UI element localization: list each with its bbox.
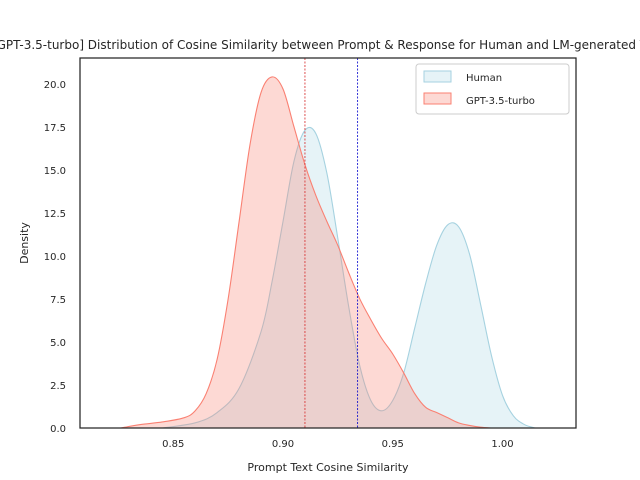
series-layer bbox=[120, 76, 536, 428]
chart-title: [GPT-3.5-turbo] Distribution of Cosine S… bbox=[0, 38, 640, 52]
legend-label-human: Human bbox=[466, 73, 502, 84]
y-tick-label: 10.0 bbox=[44, 252, 66, 263]
mean-lines bbox=[304, 58, 359, 428]
legend-box bbox=[415, 63, 570, 115]
y-tick-label: 20.0 bbox=[44, 80, 66, 91]
y-tick-label: 2.5 bbox=[50, 381, 66, 392]
legend: Human GPT-3.5-turbo bbox=[415, 63, 570, 115]
legend-label-gpt: GPT-3.5-turbo bbox=[466, 96, 535, 107]
y-tick-label: 7.5 bbox=[50, 295, 66, 306]
density-area-gpt bbox=[120, 76, 492, 428]
y-axis-label: Density bbox=[18, 222, 31, 264]
y-tick-label: 0.0 bbox=[50, 424, 66, 435]
density-line-human bbox=[162, 126, 536, 428]
x-tick-label: 0.95 bbox=[382, 439, 404, 450]
y-tick-label: 5.0 bbox=[50, 338, 66, 349]
y-tick-label: 15.0 bbox=[44, 166, 66, 177]
y-axis-ticks: 0.0 2.5 5.0 7.5 10.0 12.5 15.0 17.5 20.0 bbox=[44, 80, 66, 435]
plot-frame bbox=[79, 57, 577, 429]
x-tick-label: 1.00 bbox=[491, 439, 513, 450]
density-area-human bbox=[162, 127, 536, 428]
y-tick-label: 12.5 bbox=[44, 209, 66, 220]
x-tick-label: 0.90 bbox=[272, 439, 294, 450]
legend-swatch-gpt bbox=[423, 92, 452, 105]
y-tick-label: 17.5 bbox=[44, 123, 66, 134]
x-axis-label: Prompt Text Cosine Similarity bbox=[247, 461, 409, 474]
legend-swatch-human bbox=[423, 70, 452, 83]
density-line-gpt bbox=[120, 76, 492, 428]
x-tick-label: 0.85 bbox=[162, 439, 184, 450]
x-axis-ticks: 0.85 0.90 0.95 1.00 bbox=[162, 439, 513, 450]
